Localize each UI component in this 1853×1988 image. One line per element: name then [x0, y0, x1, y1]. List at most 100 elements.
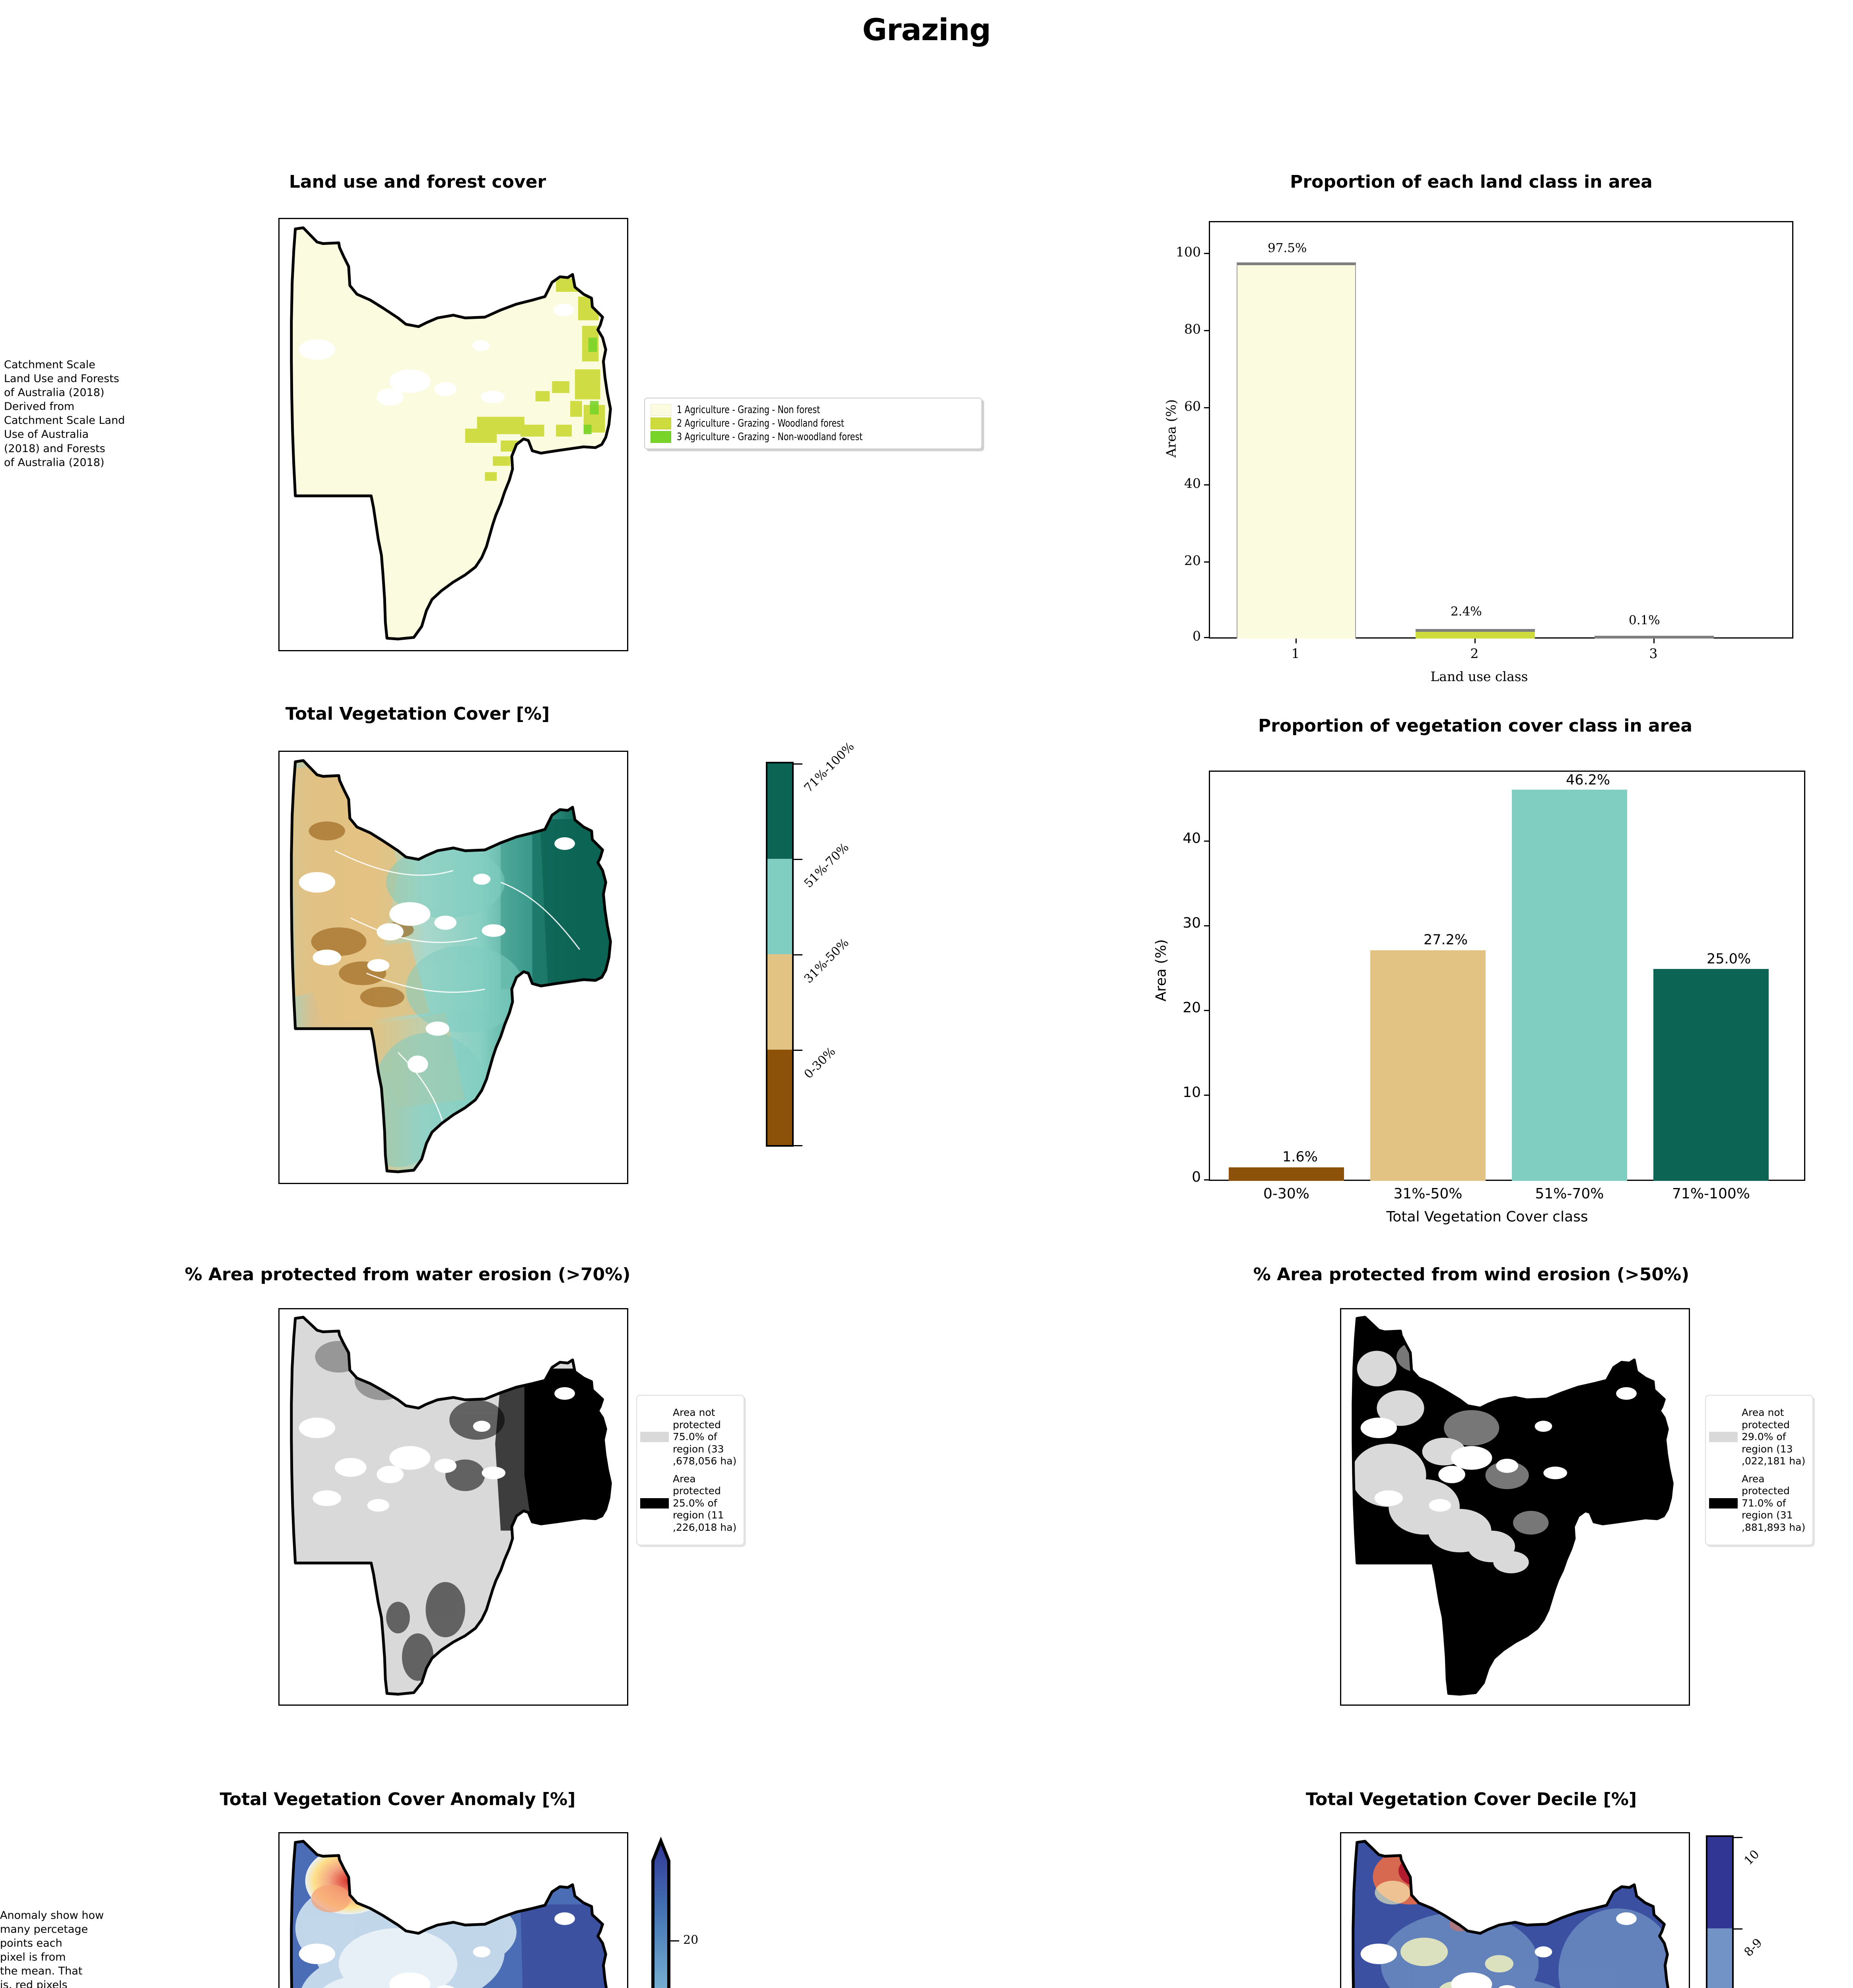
legend-label-class1: 1 Agriculture - Grazing - Non forest [677, 404, 820, 416]
xtick-mark [1296, 639, 1297, 643]
bar-class-3 [1595, 636, 1714, 639]
decile-colorbar [1706, 1835, 1734, 1988]
decile-tick [1732, 1928, 1742, 1930]
legend-item: Area not protected 29.0% of region (13 ,… [1709, 1407, 1808, 1468]
legend-item: Area not protected 75.0% of region (33 ,… [640, 1407, 740, 1468]
ytick-mark [1204, 1179, 1209, 1180]
cbar-label-71-100: 71%-100% [801, 740, 857, 795]
ytick-mark [1204, 925, 1209, 926]
label-protected: Area protected 71.0% of region (31 ,881,… [1742, 1473, 1806, 1533]
ytick-label-30: 30 [1183, 915, 1201, 931]
ytick-mark [1204, 637, 1209, 638]
ytick-label-80: 80 [1184, 321, 1201, 337]
decile-label-8-9: 8-9 [1741, 1936, 1765, 1959]
xtick-label-3: 3 [1649, 646, 1658, 661]
land-class-chart-title: Proportion of each land class in area [1290, 172, 1653, 192]
decile-map-svg [1352, 1840, 1672, 1988]
ytick-label-10: 10 [1183, 1084, 1201, 1101]
bar-veg-0-30 [1229, 1167, 1344, 1181]
bar-label-veg-0-30: 1.6% [1282, 1149, 1318, 1165]
bar-label-class-3: 0.1% [1629, 613, 1660, 627]
veg-class-x-axis-title: Total Vegetation Cover class [1386, 1209, 1588, 1225]
cbar-tick [792, 1145, 802, 1146]
ytick-mark [1204, 1095, 1209, 1096]
water-erosion-legend: Area not protected 75.0% of region (33 ,… [636, 1395, 744, 1545]
water-erosion-panel-title: % Area protected from water erosion (>70… [185, 1264, 631, 1285]
veg-cover-colorbar [766, 762, 794, 1147]
land-class-x-axis-title: Land use class [1430, 669, 1528, 684]
land-use-map-svg [290, 226, 612, 641]
cbar-band-31-50 [767, 954, 792, 1050]
swatch-not-protected [640, 1432, 669, 1442]
decile-tick [1732, 1837, 1742, 1838]
xtick-label-veg-0-30: 0-30% [1263, 1186, 1309, 1202]
cbar-label-0-30: 0-30% [801, 1044, 839, 1081]
veg-cover-panel-title: Total Vegetation Cover [%] [285, 704, 550, 724]
cbar-band-8-9 [1707, 1928, 1732, 1988]
land-use-map[interactable] [278, 218, 628, 651]
ytick-mark [1204, 407, 1209, 408]
ytick-label-20: 20 [1184, 553, 1201, 568]
bar-label-veg-51-70: 46.2% [1566, 772, 1610, 788]
anomaly-colorbar-svg [651, 1837, 670, 1988]
xtick-label-veg-51-70: 51%-70% [1535, 1186, 1604, 1202]
label-protected: Area protected 25.0% of region (11 ,226,… [673, 1473, 737, 1533]
xtick-mark [1653, 639, 1655, 643]
veg-class-chart-title: Proportion of vegetation cover class in … [1258, 716, 1692, 736]
legend-item: 2 Agriculture - Grazing - Woodland fores… [651, 417, 976, 429]
xtick-label-2: 2 [1470, 646, 1479, 661]
decile-panel-title: Total Vegetation Cover Decile [%] [1305, 1789, 1637, 1809]
legend-swatch-class2 [651, 417, 671, 429]
wind-erosion-map[interactable] [1340, 1308, 1690, 1706]
ytick-label-100: 100 [1176, 244, 1201, 260]
cbar-tick [792, 1050, 802, 1051]
wind-erosion-legend: Area not protected 29.0% of region (13 ,… [1705, 1395, 1813, 1545]
legend-label-class2: 2 Agriculture - Grazing - Woodland fores… [677, 417, 844, 429]
cbar-tick [792, 954, 802, 955]
anomaly-label-20: 20 [683, 1933, 699, 1947]
cbar-outline [766, 762, 794, 1147]
legend-item: Area protected 71.0% of region (31 ,881,… [1709, 1473, 1808, 1534]
veg-cover-map[interactable] [278, 751, 628, 1184]
xtick-label-veg-31-50: 31%-50% [1393, 1186, 1463, 1202]
anomaly-map[interactable] [278, 1832, 628, 1988]
wind-erosion-panel-title: % Area protected from wind erosion (>50%… [1253, 1264, 1690, 1285]
cbar-band-10 [1707, 1837, 1732, 1928]
swatch-protected [1709, 1498, 1738, 1508]
ytick-mark [1204, 561, 1209, 563]
decile-map[interactable] [1340, 1832, 1690, 1988]
swatch-not-protected [1709, 1432, 1738, 1442]
xtick-label-veg-71-100: 71%-100% [1672, 1186, 1750, 1202]
ytick-label-40: 40 [1184, 476, 1201, 491]
veg-cover-map-svg [290, 759, 612, 1173]
bar-label-veg-71-100: 25.0% [1707, 951, 1751, 967]
xtick-mark [1474, 639, 1476, 643]
bar-veg-31-50 [1370, 950, 1486, 1181]
legend-swatch-class3 [651, 431, 671, 443]
anomaly-colorbar [638, 1837, 686, 1988]
xtick-label-1: 1 [1291, 646, 1300, 661]
decile-label-10: 10 [1741, 1847, 1762, 1868]
veg-class-bar-chart[interactable]: 0 10 20 30 40 Area (%) 1.6% 27.2% 46.2% … [1145, 767, 1821, 1225]
ytick-mark [1204, 484, 1209, 485]
bar-veg-51-70 [1512, 790, 1627, 1181]
land-use-panel-title: Land use and forest cover [289, 172, 546, 192]
cbar-label-31-50: 31%-50% [801, 936, 852, 986]
ytick-label-0: 0 [1192, 1169, 1201, 1185]
anomaly-tick-20 [669, 1940, 679, 1941]
wind-erosion-map-svg [1352, 1316, 1674, 1696]
bar-veg-71-100 [1653, 969, 1769, 1181]
bar-label-veg-31-50: 27.2% [1424, 932, 1468, 948]
cbar-outline [1706, 1835, 1734, 1988]
anomaly-map-svg [290, 1840, 611, 1988]
bar-class-2 [1416, 629, 1535, 639]
land-class-bar-chart[interactable]: 0 20 40 60 80 100 Area (%) 97.5% 2.4% 0.… [1153, 218, 1797, 684]
cbar-band-51-70 [767, 859, 792, 954]
water-erosion-map[interactable] [278, 1308, 628, 1706]
legend-swatch-class1 [651, 404, 671, 416]
bar-class-1 [1237, 262, 1356, 639]
land-use-legend: 1 Agriculture - Grazing - Non forest 2 A… [644, 398, 982, 449]
swatch-protected [640, 1498, 669, 1508]
land-class-y-axis-title: Area (%) [1163, 399, 1179, 458]
ytick-label-0: 0 [1193, 628, 1201, 644]
